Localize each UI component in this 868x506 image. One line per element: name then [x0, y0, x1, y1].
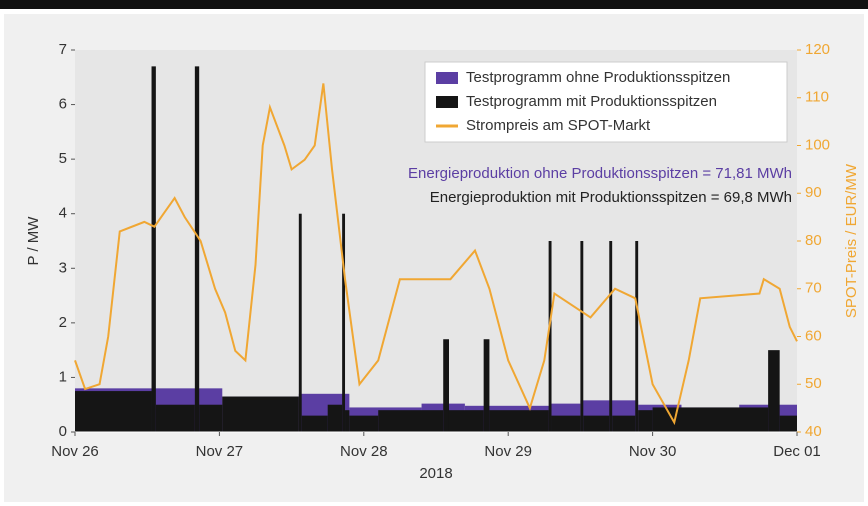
power-step: [301, 415, 328, 432]
y2-tick-label: 40: [805, 423, 822, 440]
power-step: [483, 339, 490, 432]
y2-tick-label: 50: [805, 375, 822, 392]
power-step: [779, 415, 797, 432]
power-step: [75, 391, 152, 432]
power-step: [635, 241, 639, 432]
y2-tick-label: 100: [805, 136, 830, 153]
power-step: [349, 415, 379, 432]
y2-axis-label: SPOT-Preis / EUR/MW: [843, 163, 860, 318]
legend-swatch: [436, 72, 458, 84]
power-step: [609, 241, 613, 432]
power-step: [378, 410, 444, 432]
legend-box: [424, 61, 788, 143]
y-tick-label: 0: [59, 423, 67, 440]
power-step: [327, 404, 343, 432]
y-axis-label: P / MW: [25, 216, 42, 266]
y2-tick-label: 110: [805, 89, 829, 106]
power-step: [551, 415, 581, 432]
legend-label: Testprogramm ohne Produktionsspitzen: [466, 69, 730, 86]
power-step: [448, 410, 484, 432]
y2-tick-label: 60: [805, 327, 822, 344]
x-tick-label: Nov 29: [484, 443, 532, 460]
power-step: [768, 350, 780, 432]
power-step: [298, 213, 302, 432]
power-step: [194, 66, 200, 432]
y-tick-label: 5: [59, 150, 67, 167]
annotation: Energieproduktion mit Produktionsspitzen…: [430, 189, 792, 206]
price-line: [74, 83, 798, 426]
power-step: [612, 415, 636, 432]
x-axis-label: 2018: [419, 465, 452, 482]
y-tick-label: 1: [59, 368, 67, 385]
power-step: [151, 66, 156, 432]
y-tick-label: 2: [59, 314, 67, 331]
y2-tick-label: 80: [805, 232, 822, 249]
power-step: [489, 410, 549, 432]
power-step: [443, 339, 449, 432]
power-step: [342, 213, 346, 432]
power-step: [222, 396, 299, 432]
x-tick-label: Dec 01: [773, 443, 821, 460]
y-tick-label: 7: [59, 41, 67, 58]
power-step: [345, 410, 350, 432]
power-step: [199, 404, 223, 432]
power-step: [652, 407, 769, 432]
x-tick-label: Nov 30: [629, 443, 677, 460]
power-step: [583, 415, 610, 432]
y2-tick-label: 70: [805, 280, 822, 297]
x-tick-label: Nov 27: [196, 443, 244, 460]
y-tick-label: 4: [59, 205, 67, 222]
x-tick-label: Nov 28: [340, 443, 388, 460]
legend-label: Strompreis am SPOT-Markt: [466, 117, 651, 134]
y-tick-label: 3: [59, 259, 67, 276]
x-tick-label: Nov 26: [51, 443, 99, 460]
power-step: [155, 404, 195, 432]
legend-label: Testprogramm mit Produktionsspitzen: [466, 93, 717, 110]
annotation: Energieproduktion ohne Produktionsspitze…: [408, 165, 792, 182]
top-bar: [0, 0, 868, 9]
y2-tick-label: 120: [805, 41, 830, 58]
legend-swatch: [436, 96, 458, 108]
y-tick-label: 6: [59, 96, 67, 113]
power-step: [548, 241, 552, 432]
power-step: [638, 410, 653, 432]
power-step: [580, 241, 584, 432]
y2-tick-label: 90: [805, 184, 822, 201]
